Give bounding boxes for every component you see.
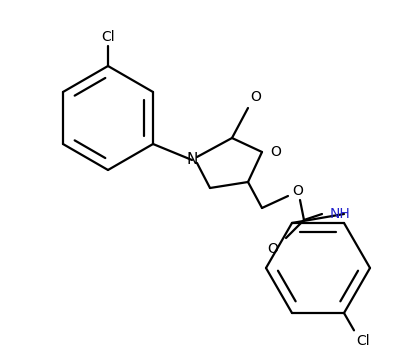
Text: Cl: Cl [101,30,115,44]
Text: Cl: Cl [356,334,370,348]
Text: N: N [186,152,198,168]
Text: O: O [270,145,281,159]
Text: O: O [250,90,261,104]
Text: O: O [292,184,303,198]
Text: NH: NH [330,207,351,221]
Text: O: O [267,242,278,256]
